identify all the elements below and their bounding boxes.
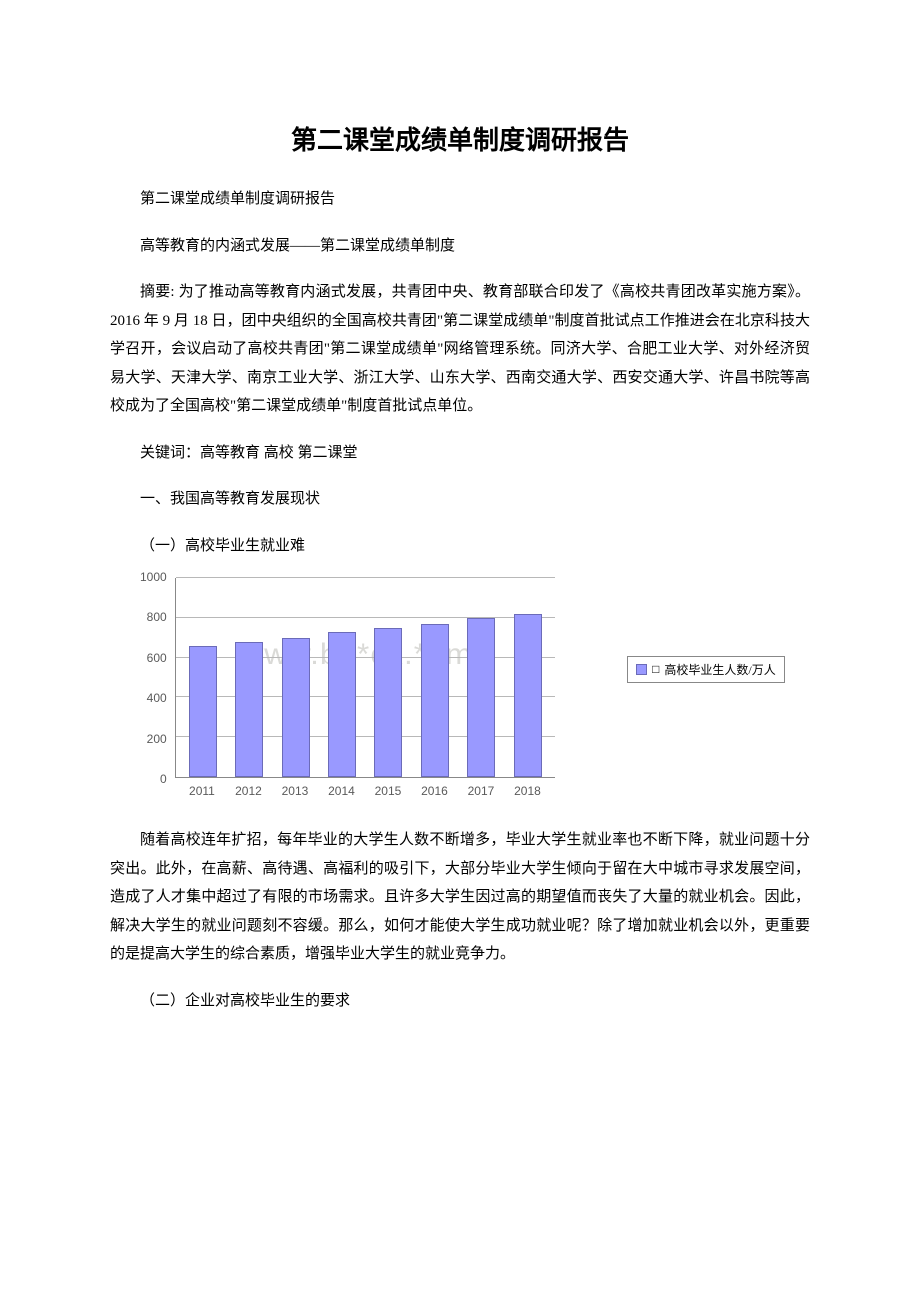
subtitle-line-2: 高等教育的内涵式发展——第二课堂成绩单制度 <box>110 232 810 261</box>
chart-y-axis: 1000 800 600 400 200 0 <box>140 578 175 780</box>
bar <box>328 632 356 777</box>
x-label: 2013 <box>281 784 309 798</box>
keywords: 关键词：高等教育 高校 第二课堂 <box>110 439 810 468</box>
chart-legend: □ 高校毕业生人数/万人 <box>627 656 785 683</box>
bar <box>514 614 542 777</box>
x-label: 2016 <box>420 784 448 798</box>
x-label: 2012 <box>234 784 262 798</box>
x-label: 2011 <box>188 784 216 798</box>
bar <box>235 642 263 777</box>
chart-x-axis: 2011 2012 2013 2014 2015 2016 2017 2018 <box>175 784 555 798</box>
page-title: 第二课堂成绩单制度调研报告 <box>110 120 810 157</box>
abstract: 摘要: 为了推动高等教育内涵式发展，共青团中央、教育部联合印发了《高校共青团改革… <box>110 278 810 421</box>
x-label: 2015 <box>374 784 402 798</box>
bar <box>374 628 402 777</box>
bar <box>421 624 449 777</box>
bar <box>189 646 217 777</box>
chart-plot-area: www.bd*cx.*om □高校毕业生人数/万人 <box>175 578 555 778</box>
x-label: 2017 <box>467 784 495 798</box>
x-label: 2018 <box>513 784 541 798</box>
section-1-1-heading: （一）高校毕业生就业难 <box>110 532 810 561</box>
section-1-2-heading: （二）企业对高校毕业生的要求 <box>110 987 810 1016</box>
graduates-bar-chart: 1000 800 600 400 200 0 www.bd*cx.*om □高校… <box>140 578 810 798</box>
legend-label: □ <box>652 662 659 677</box>
legend-label-text: 高校毕业生人数/万人 <box>664 661 775 678</box>
legend-swatch <box>636 664 647 675</box>
x-label: 2014 <box>327 784 355 798</box>
bar <box>282 638 310 777</box>
section-1-1-body: 随着高校连年扩招，每年毕业的大学生人数不断增多，毕业大学生就业率也不断下降，就业… <box>110 826 810 969</box>
section-1-heading: 一、我国高等教育发展现状 <box>110 485 810 514</box>
subtitle-line-1: 第二课堂成绩单制度调研报告 <box>110 185 810 214</box>
chart-bars <box>176 578 555 777</box>
bar <box>467 618 495 777</box>
